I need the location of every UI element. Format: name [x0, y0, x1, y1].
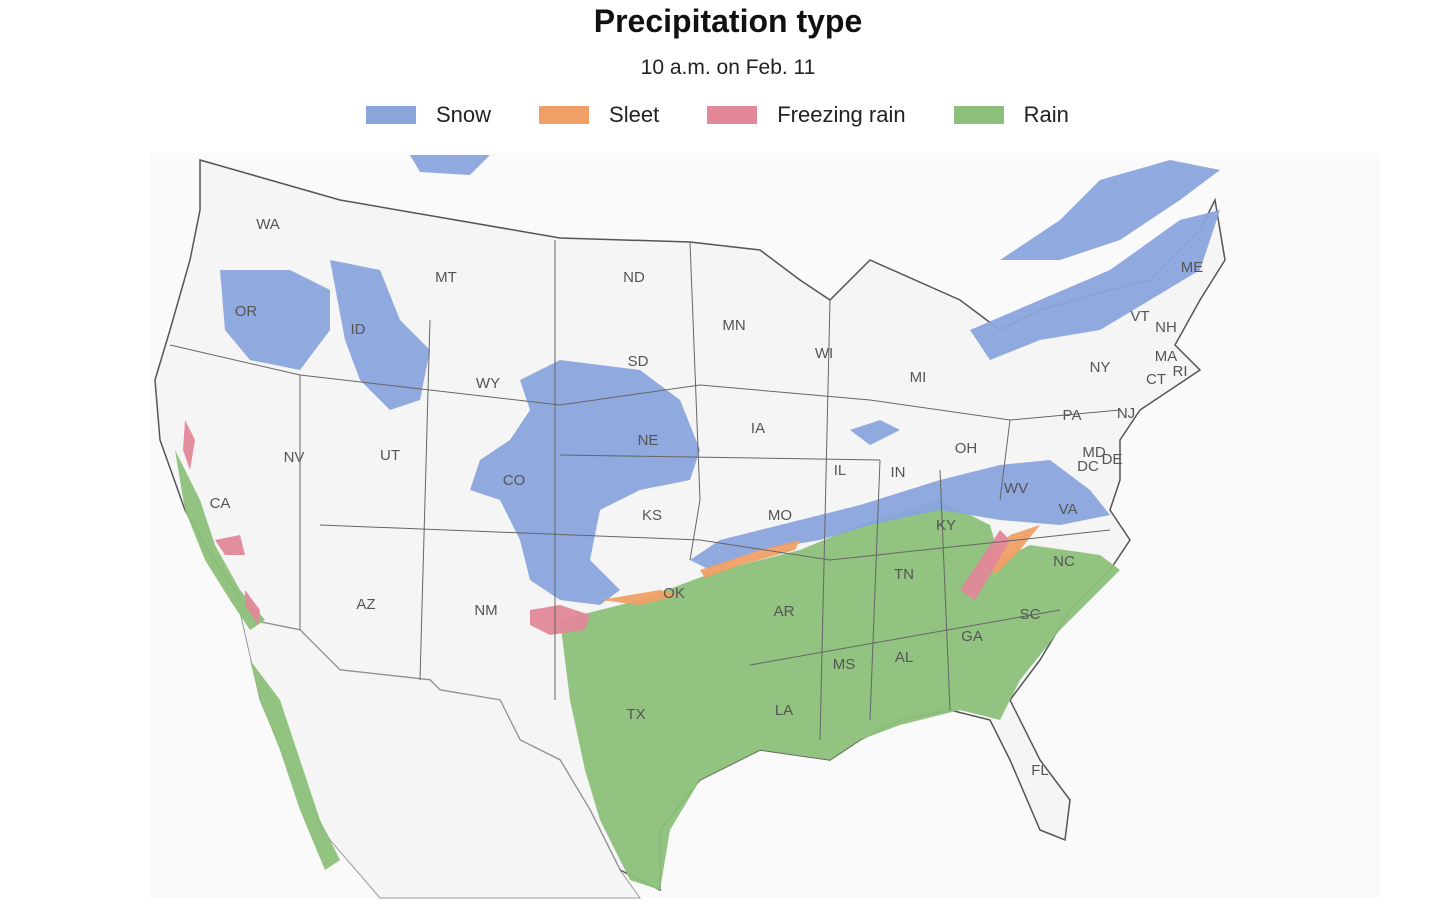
precip-region [183, 420, 195, 470]
state-label: WI [815, 345, 833, 362]
legend-label: Freezing rain [777, 102, 906, 127]
legend-item: Sleet [539, 102, 659, 128]
state-label: ID [351, 321, 366, 338]
legend-swatch [366, 106, 416, 124]
state-label: MS [833, 656, 856, 673]
state-label: MD [1082, 444, 1105, 461]
precip-region [250, 660, 340, 870]
state-label: VT [1130, 308, 1149, 325]
state-label: NM [474, 602, 497, 619]
state-label: WA [256, 216, 280, 233]
state-label: SC [1020, 606, 1041, 623]
legend-item: Freezing rain [707, 102, 906, 128]
legend-label: Rain [1023, 102, 1069, 127]
precip-region [220, 270, 330, 370]
state-label: IN [891, 464, 906, 481]
state-label: GA [961, 628, 983, 645]
state-label: KY [936, 517, 956, 534]
state-label: FL [1031, 762, 1049, 779]
precip-region [970, 210, 1220, 360]
state-label: UT [380, 447, 400, 464]
state-label: CA [210, 495, 231, 512]
state-label: IA [751, 420, 765, 437]
legend-item: Rain [953, 102, 1069, 128]
precip-region [530, 605, 590, 635]
precip-layer [175, 155, 1220, 890]
state-label: AZ [356, 596, 375, 613]
state-label: CT [1146, 371, 1166, 388]
state-label: NH [1155, 319, 1177, 336]
legend-swatch [953, 106, 1004, 124]
state-label: DC [1077, 458, 1099, 475]
subtitle: 10 a.m. on Feb. 11 [640, 56, 816, 79]
precip-region [850, 420, 900, 445]
legend-label: Sleet [609, 102, 660, 127]
precip-region [215, 535, 245, 555]
legend: Snow Sleet Freezing rain Rain [366, 102, 1117, 128]
state-borders [169, 240, 1121, 741]
state-label: IL [834, 462, 847, 479]
precip-region [960, 530, 1010, 600]
state-labels: WA OR ID MT ND MN SD WY WI MI NY VT NH ME MA CT RI NV UT CO… [210, 216, 1204, 779]
state-label: OR [235, 303, 258, 320]
state-label: PA [1063, 407, 1082, 424]
state-label: ND [623, 269, 645, 286]
state-label: MT [435, 269, 457, 286]
state-label: NY [1090, 359, 1111, 376]
state-label: AR [774, 603, 795, 620]
precip-region [330, 260, 430, 410]
state-label: TN [894, 566, 914, 583]
state-label: MN [722, 317, 745, 334]
precip-region [410, 155, 490, 175]
state-label: LA [775, 702, 793, 719]
state-label: NC [1053, 553, 1075, 570]
state-label: NV [284, 449, 305, 466]
legend-swatch [539, 106, 590, 124]
state-label: WY [476, 375, 500, 392]
state-label: NE [638, 432, 659, 449]
precip-region [700, 540, 800, 578]
state-label: WV [1004, 480, 1028, 497]
state-label: TX [626, 706, 645, 723]
state-label: MO [768, 507, 792, 524]
state-label: OH [955, 440, 978, 457]
precip-region [175, 450, 265, 630]
state-label: RI [1173, 363, 1188, 380]
legend-item: Snow [366, 102, 491, 128]
state-label: NJ [1117, 405, 1135, 422]
state-label: DE [1102, 451, 1123, 468]
legend-swatch [707, 106, 758, 124]
state-label: AL [895, 649, 913, 666]
state-label: MA [1155, 348, 1178, 365]
precip-region [985, 525, 1040, 575]
precip-region [600, 590, 680, 605]
state-label: CO [503, 472, 526, 489]
precip-region [245, 590, 260, 625]
title: Precipitation type [593, 3, 863, 39]
state-label: MI [910, 369, 927, 386]
legend-label: Snow [436, 102, 492, 127]
state-label: OK [663, 585, 685, 602]
precip-region [470, 360, 700, 605]
precip-region [1000, 160, 1220, 260]
state-label: ME [1181, 259, 1204, 276]
state-label: VA [1059, 501, 1078, 518]
state-label: SD [628, 353, 649, 370]
precip-region [560, 500, 1120, 890]
state-label: KS [642, 507, 662, 524]
